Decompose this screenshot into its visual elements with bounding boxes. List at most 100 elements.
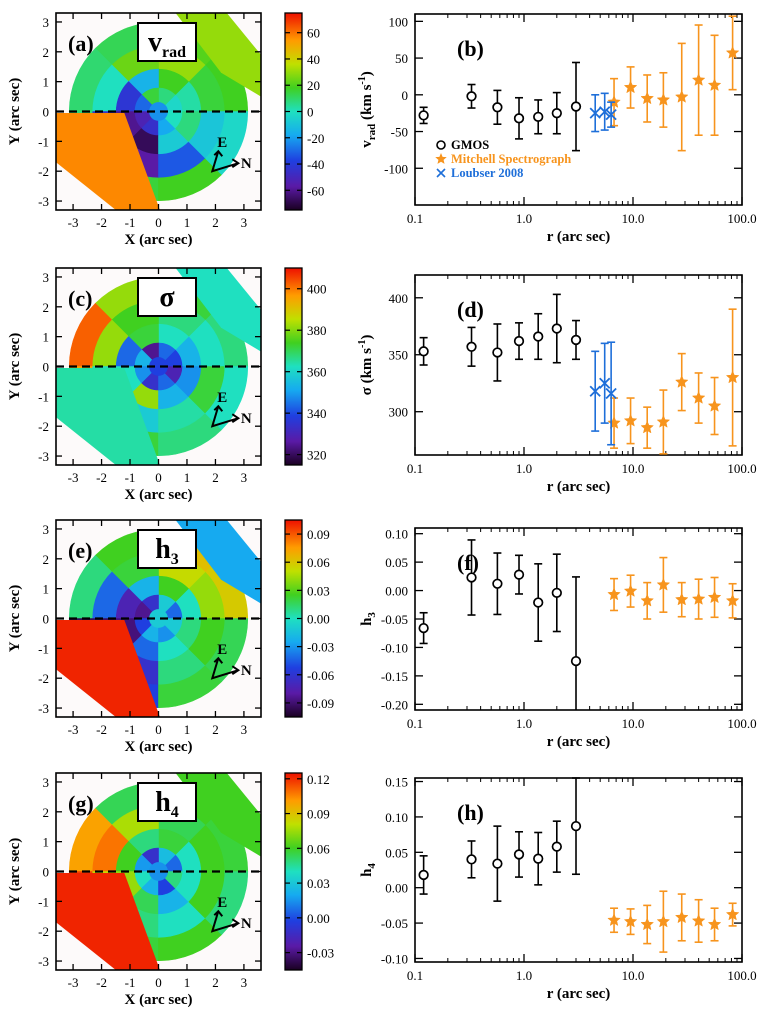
colorbar-tick-label: 400	[307, 282, 327, 297]
map-bin-core	[149, 102, 168, 121]
y-tick-label: 2	[43, 552, 50, 567]
x-axis-label: X (arc sec)	[124, 487, 192, 503]
series-gmos	[418, 539, 582, 710]
y-tick-label: 2	[43, 45, 50, 60]
series-loubser-2008	[589, 92, 617, 133]
y-tick-label: -1	[38, 134, 49, 149]
data-point	[656, 577, 671, 591]
compass-arrowhead-e	[213, 149, 224, 157]
data-point	[623, 80, 638, 94]
data-point	[492, 858, 503, 869]
map-panel-2: -3 -2 -1 0 1 2 3 3 2 1 0 -1 -2 -3 X (arc sec) Y (arc se…	[7, 519, 335, 755]
data-point	[623, 914, 638, 928]
y-tick-label: 0	[43, 360, 50, 375]
data-point	[674, 592, 689, 606]
map-bin-core	[149, 609, 168, 628]
data-point	[725, 907, 740, 921]
compass-n-label: N	[241, 411, 252, 427]
colorbar-tick-label: 380	[307, 323, 327, 338]
x-tick-label: -1	[125, 215, 136, 230]
y-tick-label: -3	[38, 954, 49, 969]
panel-label: (f)	[457, 550, 479, 575]
data-point	[551, 108, 562, 119]
y-axis-label: Y (arc sec)	[7, 838, 23, 905]
y-tick-label: -0.10	[381, 640, 408, 655]
map-bin-outer-sw	[56, 112, 160, 210]
colorbar-tick-label: 0.03	[307, 583, 330, 598]
data-point	[640, 593, 655, 607]
data-point	[707, 398, 722, 412]
y-tick-label: 0	[43, 612, 50, 627]
y-tick-label: 3	[43, 15, 50, 30]
colorbar-tick-label: 0.00	[307, 612, 330, 627]
compass-arrowhead-e	[213, 909, 224, 917]
panel-label: (c)	[68, 286, 92, 311]
colorbar-tick-label: 60	[307, 26, 320, 41]
data-point	[691, 913, 706, 927]
colorbar-tick-label: 0.09	[307, 527, 330, 542]
data-point	[640, 420, 655, 434]
compass-e-label: E	[217, 895, 227, 911]
data-point	[513, 113, 525, 124]
data-point	[589, 107, 601, 119]
y-tick-label: -1	[38, 894, 49, 909]
data-point	[551, 841, 562, 852]
y-tick-label: 400	[389, 291, 409, 306]
data-point	[623, 583, 638, 597]
data-point	[513, 569, 525, 580]
map-panel-3: -3 -2 -1 0 1 2 3 3 2 1 0 -1 -2 -3 X (arc sec) Y (arc se…	[7, 772, 334, 1008]
data-point	[551, 587, 562, 598]
y-axis-label: vrad (km s-1)	[357, 71, 378, 148]
y-tick-label: -2	[38, 924, 49, 939]
colorbar-tick-label: -20	[307, 131, 324, 146]
legend-label: GMOS	[451, 138, 489, 152]
y-tick-label: -100	[384, 161, 408, 176]
symbol-box	[137, 22, 197, 62]
y-tick-label: 3	[43, 270, 50, 285]
colorbar-tick-label: 320	[307, 448, 327, 463]
data-point	[674, 374, 689, 388]
compass-arrows	[210, 657, 239, 680]
panel-label: (h)	[457, 800, 484, 825]
map-bin-core	[149, 357, 168, 376]
colorbar-tick-label: 0	[307, 105, 314, 120]
x-tick-label: 1.0	[516, 968, 532, 983]
y-axis-label: σ (km s-1)	[357, 335, 375, 396]
y-tick-label: 0.00	[385, 881, 408, 896]
y-tick-label: 1	[43, 582, 50, 597]
legend-label: Mitchell Spectrograph	[451, 152, 571, 166]
x-axis-label: X (arc sec)	[124, 992, 192, 1008]
x-tick-label: 2	[212, 470, 219, 485]
symbol-label: h3	[155, 534, 179, 568]
x-tick-label: 100.0	[727, 211, 756, 226]
colorbar-tick-label: 0.06	[307, 555, 330, 570]
y-tick-label: -0.20	[381, 697, 408, 712]
colorbar-tick-label: -0.06	[307, 668, 335, 683]
y-tick-label: 2	[43, 300, 50, 315]
data-point	[656, 92, 671, 106]
x-axis-label: r (arc sec)	[547, 986, 611, 1002]
data-point	[466, 854, 477, 865]
y-tick-label: 2	[43, 805, 50, 820]
x-tick-label: 0.1	[407, 968, 423, 983]
x-tick-label: -3	[68, 975, 79, 990]
y-tick-label: 0.10	[385, 810, 408, 825]
compass-arrows	[210, 150, 239, 173]
y-tick-label: 0	[43, 105, 50, 120]
x-axis-label: r (arc sec)	[547, 229, 611, 245]
profile-panel-0: 0.1 1.0 10.0 100.0 100 50 0 -50 -100 r (arc sec) v…	[357, 13, 757, 245]
compass-arrows	[210, 405, 239, 428]
y-axis-label: h3	[359, 612, 378, 626]
series-gmos	[418, 777, 582, 902]
y-tick-label: -2	[38, 164, 49, 179]
y-tick-label: -0.15	[381, 669, 408, 684]
x-tick-label: 1	[184, 975, 191, 990]
y-axis-label: h4	[359, 863, 378, 877]
data-point	[533, 853, 544, 864]
x-tick-label: 10.0	[622, 461, 645, 476]
data-point	[599, 106, 611, 118]
compass-arrows	[210, 910, 239, 933]
compass-arrowhead-e	[213, 656, 224, 664]
compass-arrowhead-n	[231, 918, 241, 929]
